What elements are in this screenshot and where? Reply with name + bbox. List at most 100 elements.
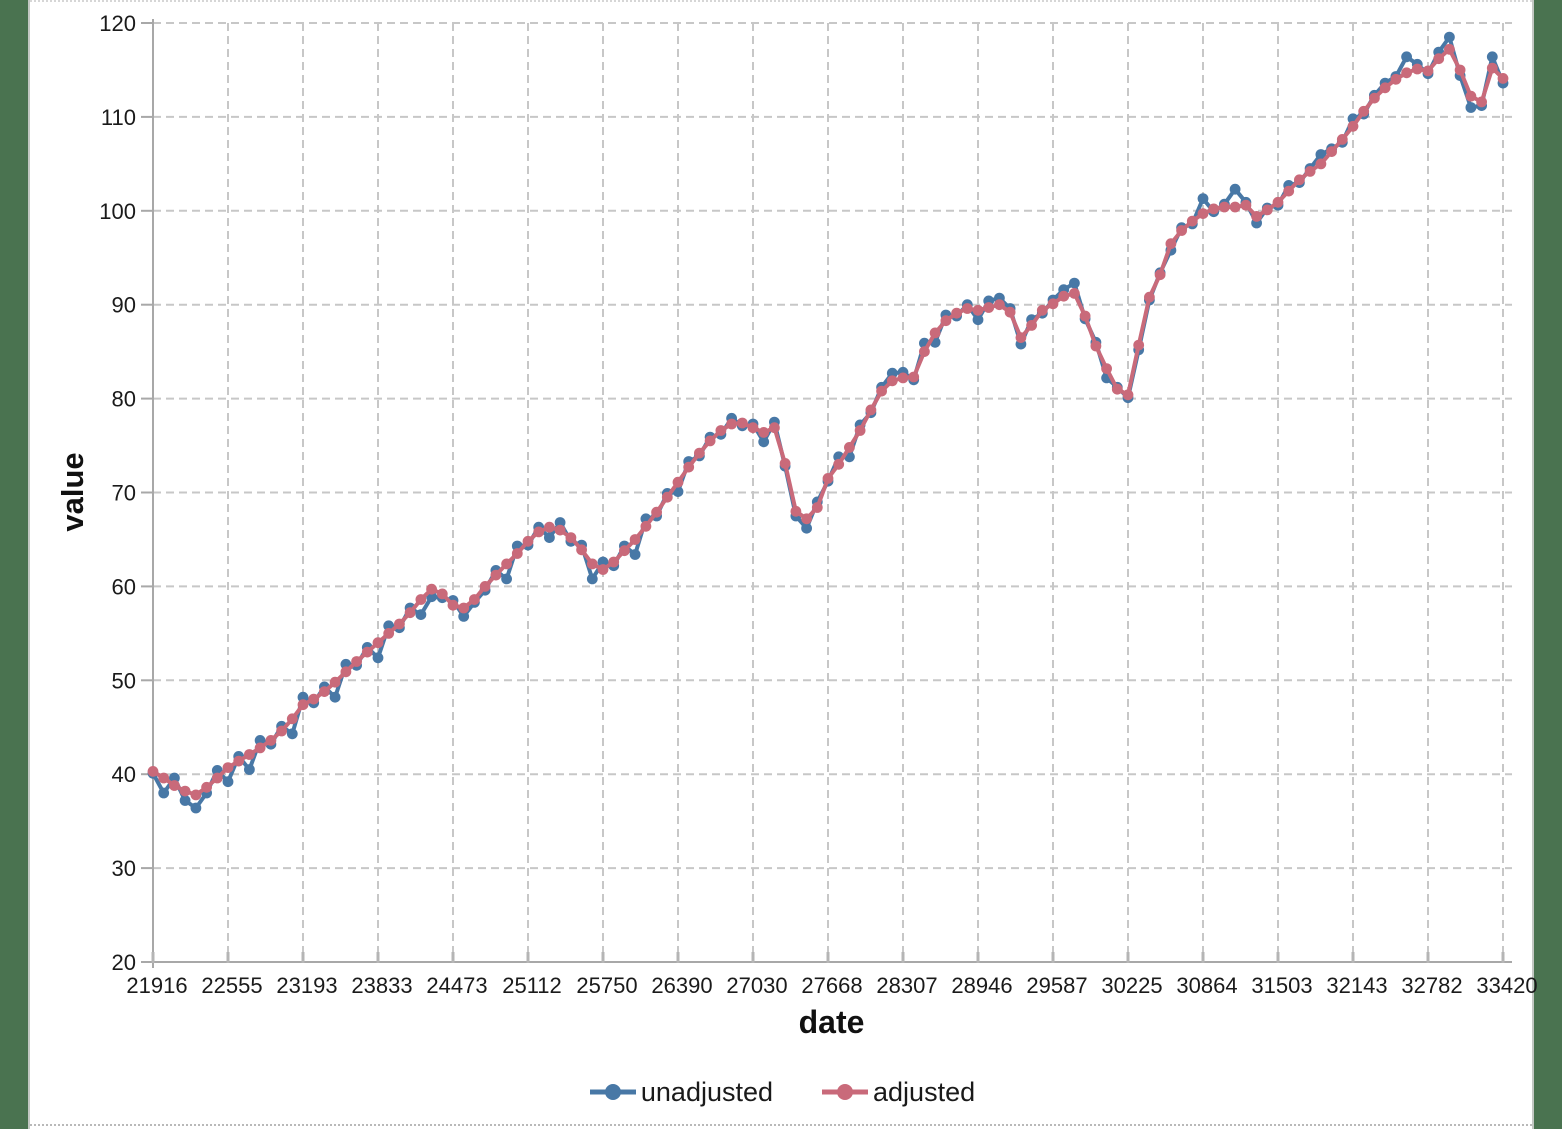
series-marker-adjusted xyxy=(169,780,180,791)
series-marker-adjusted xyxy=(1090,340,1102,352)
series-marker-adjusted xyxy=(1251,211,1262,222)
series-marker-unadjusted xyxy=(1486,51,1498,63)
series-marker-adjusted xyxy=(994,299,1005,311)
series-marker-adjusted xyxy=(479,581,491,592)
series-marker-adjusted xyxy=(844,442,855,453)
series-marker-adjusted xyxy=(415,594,427,605)
series-marker-adjusted xyxy=(394,618,405,630)
series-marker-adjusted xyxy=(544,521,555,533)
x-axis-title: date xyxy=(798,1004,865,1040)
series-marker-unadjusted xyxy=(554,517,566,528)
x-tick-label: 21916 xyxy=(126,973,187,998)
series-marker-adjusted xyxy=(211,772,223,784)
series-marker-adjusted xyxy=(1026,320,1037,331)
series-marker-adjusted xyxy=(972,304,984,316)
x-tick-label: 27030 xyxy=(726,973,787,998)
series-marker-adjusted xyxy=(1379,82,1391,94)
series-marker-adjusted xyxy=(1240,199,1252,211)
series-marker-adjusted xyxy=(854,425,866,436)
y-tick-label: 70 xyxy=(112,481,136,506)
series-marker-adjusted xyxy=(1347,120,1359,132)
x-tick-label: 23833 xyxy=(351,973,412,998)
series-marker-adjusted xyxy=(1497,73,1509,84)
legend-item-unadjusted: unadjusted xyxy=(587,1077,773,1108)
y-tick-label: 100 xyxy=(99,199,136,224)
series-marker-unadjusted xyxy=(886,367,898,379)
right-frame-strip xyxy=(1532,0,1562,1129)
x-tick-label: 32143 xyxy=(1326,973,1387,998)
series-marker-unadjusted xyxy=(286,728,298,740)
x-tick-label: 22555 xyxy=(201,973,262,998)
x-tick-label: 32782 xyxy=(1401,973,1462,998)
series-marker-adjusted xyxy=(458,602,470,614)
series-marker-adjusted xyxy=(1133,339,1145,351)
series-marker-adjusted xyxy=(340,666,352,678)
series-marker-adjusted xyxy=(897,372,909,384)
series-marker-unadjusted xyxy=(586,573,598,585)
series-marker-unadjusted xyxy=(629,549,641,560)
series-marker-adjusted xyxy=(1358,105,1370,117)
series-marker-adjusted xyxy=(1101,363,1112,374)
series-marker-adjusted xyxy=(383,628,395,639)
series-marker-unadjusted xyxy=(372,652,384,664)
series-marker-unadjusted xyxy=(458,611,470,622)
series-marker-adjusted xyxy=(576,544,587,556)
series-marker-adjusted xyxy=(222,762,234,773)
series-marker-adjusted xyxy=(1079,310,1091,322)
series-marker-adjusted xyxy=(233,755,245,767)
series-marker-unadjusted xyxy=(1229,183,1241,195)
series-marker-unadjusted xyxy=(544,532,555,543)
series-marker-adjusted xyxy=(404,607,416,619)
series-marker-adjusted xyxy=(694,447,705,459)
x-tick-label: 27668 xyxy=(801,973,862,998)
series-marker-adjusted xyxy=(629,534,641,545)
series-marker-adjusted xyxy=(179,785,191,797)
series-marker-unadjusted xyxy=(179,795,191,806)
x-tick-label: 26390 xyxy=(651,973,712,998)
series-marker-adjusted xyxy=(372,637,384,649)
series-marker-adjusted xyxy=(929,327,941,339)
series-marker-unadjusted xyxy=(329,691,341,703)
series-marker-adjusted xyxy=(1422,65,1434,77)
series-marker-adjusted xyxy=(640,520,652,532)
series-marker-adjusted xyxy=(769,422,780,434)
series-marker-adjusted xyxy=(779,458,791,469)
series-marker-adjusted xyxy=(1176,225,1187,236)
series-marker-unadjusted xyxy=(297,691,309,703)
series-marker-adjusted xyxy=(801,513,812,525)
series-marker-adjusted xyxy=(736,417,748,429)
series-marker-adjusted xyxy=(908,371,920,383)
series-marker-adjusted xyxy=(319,686,330,697)
series-marker-adjusted xyxy=(790,505,802,517)
series-marker-adjusted xyxy=(726,418,737,430)
series-marker-adjusted xyxy=(1219,201,1230,213)
series-marker-adjusted xyxy=(1165,238,1177,250)
series-marker-unadjusted xyxy=(1444,31,1455,43)
series-marker-adjusted xyxy=(619,545,630,557)
series-marker-unadjusted xyxy=(758,436,770,448)
series-marker-adjusted xyxy=(951,307,962,319)
legend-marker-adjusted-icon xyxy=(822,1084,869,1100)
series-marker-unadjusted xyxy=(1465,102,1477,113)
series-marker-adjusted xyxy=(1111,383,1123,395)
series-marker-adjusted xyxy=(1261,204,1273,216)
series-marker-adjusted xyxy=(1144,291,1155,303)
series-marker-adjusted xyxy=(1036,304,1048,316)
series-marker-adjusted xyxy=(147,766,159,777)
series-marker-adjusted xyxy=(297,699,309,711)
y-tick-label: 60 xyxy=(112,574,136,599)
series-marker-adjusted xyxy=(940,315,952,327)
series-marker-adjusted xyxy=(833,458,845,470)
series-marker-unadjusted xyxy=(415,609,427,620)
series-marker-adjusted xyxy=(1058,290,1070,302)
series-marker-unadjusted xyxy=(190,802,202,814)
legend-item-adjusted: adjusted xyxy=(819,1077,975,1108)
series-marker-adjusted xyxy=(1015,332,1027,343)
series-marker-adjusted xyxy=(1444,43,1455,55)
y-tick-label: 40 xyxy=(112,762,136,787)
y-tick-label: 110 xyxy=(101,105,136,130)
series-marker-adjusted xyxy=(1315,158,1327,170)
x-tick-label: 28946 xyxy=(951,973,1012,998)
series-marker-adjusted xyxy=(522,535,534,547)
x-tick-label: 30864 xyxy=(1176,973,1237,998)
